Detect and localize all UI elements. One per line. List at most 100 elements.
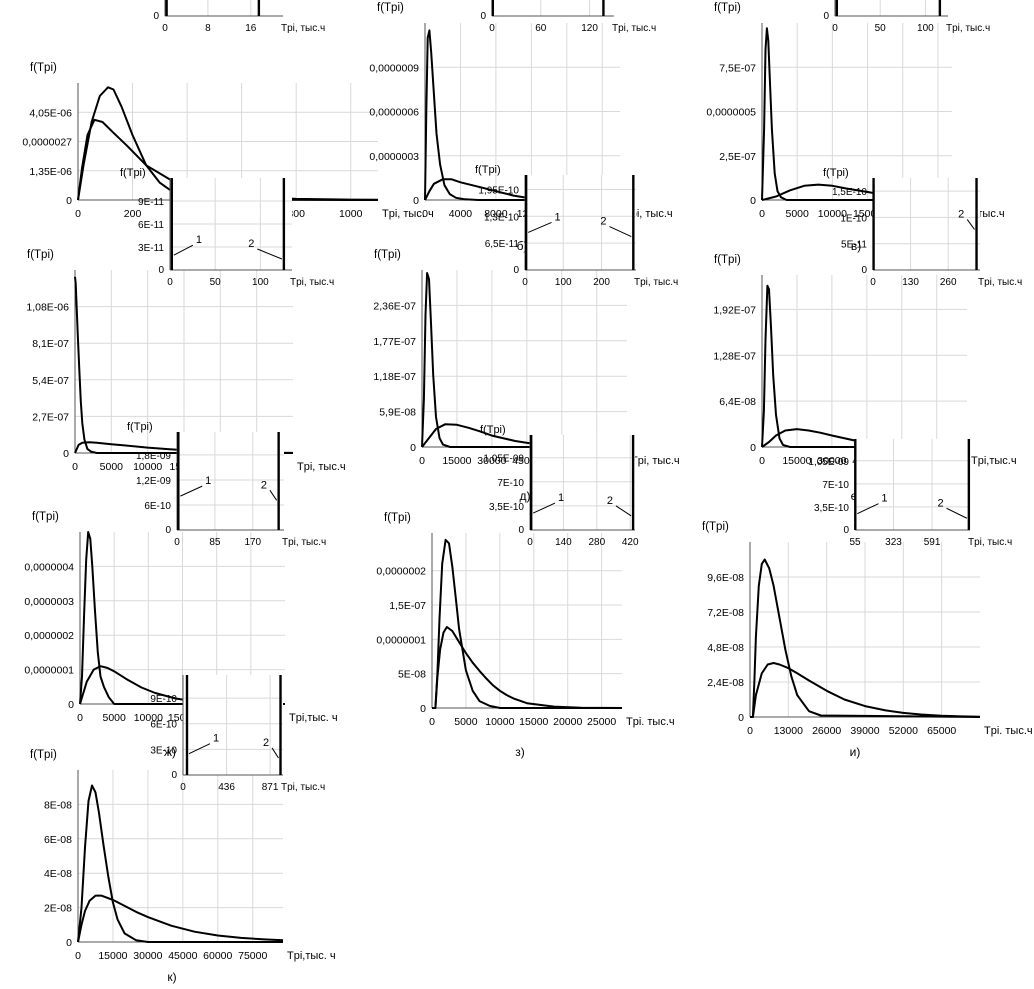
- chart-caption: к): [167, 970, 176, 984]
- inset-y-tick-label: 1,8E-09: [136, 451, 171, 462]
- inset-x-tick-label: 85: [209, 537, 221, 548]
- inset-y-tick-label: 0: [165, 525, 171, 536]
- inset-annotation-label: 2: [261, 479, 267, 491]
- x-tick-label: 5000: [786, 208, 810, 220]
- inset-x-tick-label: 120: [581, 23, 598, 34]
- series-line-1: [77, 784, 283, 943]
- inset-y-tick-label: 1,05E-09: [808, 457, 849, 468]
- y-axis-label: f(Tpi): [714, 254, 741, 266]
- x-tick-label: 200: [124, 208, 142, 220]
- inset-y-tick-label: 0: [843, 525, 849, 536]
- inset-x-tick-label: 0: [527, 537, 533, 548]
- inset-x-axis-label: Tpi, тыс.ч: [282, 537, 326, 548]
- y-tick-label: 1,28E-07: [713, 350, 756, 362]
- y-tick-label: 0: [420, 703, 426, 715]
- inset-x-tick-label: 100: [917, 23, 934, 34]
- x-tick-label: 5000: [102, 712, 126, 724]
- inset-annotation-label: 2: [600, 216, 606, 228]
- y-tick-label: 0,0000001: [376, 634, 426, 646]
- chart-caption: б): [517, 239, 528, 253]
- y-tick-label: 0,0000009: [369, 62, 419, 74]
- y-tick-label: 0: [68, 699, 74, 711]
- inset-annotation-label: 1: [213, 733, 219, 745]
- x-tick-label: 25000: [587, 716, 616, 728]
- inset-background: [530, 435, 635, 530]
- y-tick-label: 5,4E-07: [32, 375, 69, 387]
- inset-annotation-leader: [615, 505, 632, 517]
- inset-annotation-leader: [269, 490, 278, 501]
- inset-x-tick-label: 0: [167, 277, 173, 288]
- inset-y-tick-label: 1,3E-10: [484, 212, 519, 223]
- inset-background: [183, 675, 283, 775]
- inset-annotation-label: 1: [205, 475, 211, 487]
- y-tick-label: 0,0000001: [24, 665, 74, 677]
- y-axis-label: f(Tpi): [30, 62, 57, 74]
- x-axis-label: Tpi,тыс.ч: [971, 455, 1017, 467]
- inset-x-axis-label: Tpi, тыс.ч: [634, 277, 678, 288]
- chart-8: 0 5000 10000 15000 20000 2500005E-080,0000001…: [376, 424, 674, 759]
- y-tick-label: 0,0000005: [706, 107, 756, 119]
- inset-x-tick-label: 16: [245, 23, 257, 34]
- y-tick-label: 6E-08: [44, 834, 72, 846]
- inset-y-tick-label: 3,5E-10: [814, 503, 849, 514]
- x-tick-label: 5000: [100, 461, 124, 473]
- x-axis-label: Tpi,тыс. ч: [287, 950, 336, 962]
- series-line-1: [750, 558, 981, 718]
- inset-x-tick-label: 871: [262, 782, 279, 793]
- x-tick-label: 0: [422, 208, 428, 220]
- series-line-1: [432, 538, 622, 709]
- y-axis-label: f(Tpi): [384, 512, 411, 524]
- inset-annotation-label: 2: [607, 495, 613, 507]
- x-tick-label: 0: [759, 208, 765, 220]
- inset-background: [165, 0, 283, 16]
- inset-annotation-leader: [271, 747, 279, 759]
- inset-y-tick-label: 3,5E-10: [489, 502, 524, 513]
- inset-annotation-label: 1: [554, 211, 560, 223]
- inset-annotation-leader: [609, 226, 632, 238]
- y-tick-label: 0: [63, 448, 69, 460]
- inset-y-axis-label: f(Tpi): [823, 167, 849, 179]
- inset-y-axis-label: f(Tpi): [127, 421, 153, 433]
- chart-caption: д): [520, 489, 531, 503]
- y-tick-label: 0: [750, 442, 756, 454]
- inset-y-tick-label: 0: [513, 265, 519, 276]
- y-axis-label: f(Tpi): [30, 749, 57, 761]
- chart-9: 0 13000 26000 39000 52000 65000 0 2,4E-08 4,8E-0…: [702, 439, 1033, 759]
- inset-annotation-leader: [180, 485, 203, 497]
- series-line-1: [761, 27, 952, 201]
- inset-y-tick-label: 0: [518, 525, 524, 536]
- x-tick-label: 52000: [889, 725, 918, 737]
- inset-x-tick-label: 0: [180, 782, 186, 793]
- x-tick-label: 60000: [203, 950, 232, 962]
- y-tick-label: 0,0000006: [369, 107, 419, 119]
- inset-y-tick-label: 5E-11: [841, 240, 867, 251]
- x-tick-label: 26000: [812, 725, 841, 737]
- y-tick-label: 0: [410, 442, 416, 454]
- x-tick-label: 15000: [98, 950, 127, 962]
- inset-background: [873, 178, 980, 270]
- y-tick-label: 5E-08: [398, 669, 426, 681]
- inset-background: [525, 175, 636, 270]
- inset-x-axis-label: Tpi, тыс.ч: [290, 277, 334, 288]
- y-tick-label: 0: [413, 195, 419, 207]
- x-axis-label: Tpi, тыс. ч: [382, 208, 434, 220]
- chart-caption: и): [850, 745, 861, 759]
- inset-annotation-label: 1: [881, 493, 887, 505]
- x-tick-label: 10000: [133, 461, 162, 473]
- y-tick-label: 6,4E-08: [719, 396, 756, 408]
- inset-x-tick-label: 55: [849, 537, 861, 548]
- series-line-2: [432, 626, 623, 709]
- inset-chart: 081601,35E-102,7E-104,05E-1012f(Tpi)Tpi,…: [153, 0, 325, 34]
- inset-annotation-label: 1: [558, 492, 564, 504]
- inset-x-axis-label: Tpi, тыс.ч: [968, 537, 1012, 548]
- inset-y-tick-label: 6E-10: [150, 720, 177, 731]
- y-axis-label: f(Tpi): [377, 2, 404, 14]
- x-tick-label: 5000: [454, 716, 478, 728]
- y-tick-label: 1,92E-07: [713, 304, 756, 316]
- inset-annotation-label: 1: [196, 234, 202, 246]
- inset-y-tick-label: 3E-11: [138, 243, 164, 254]
- x-tick-label: 4000: [449, 208, 473, 220]
- inset-x-tick-label: 0: [162, 23, 168, 34]
- x-tick-label: 13000: [774, 725, 803, 737]
- inset-y-tick-label: 7E-10: [497, 478, 524, 489]
